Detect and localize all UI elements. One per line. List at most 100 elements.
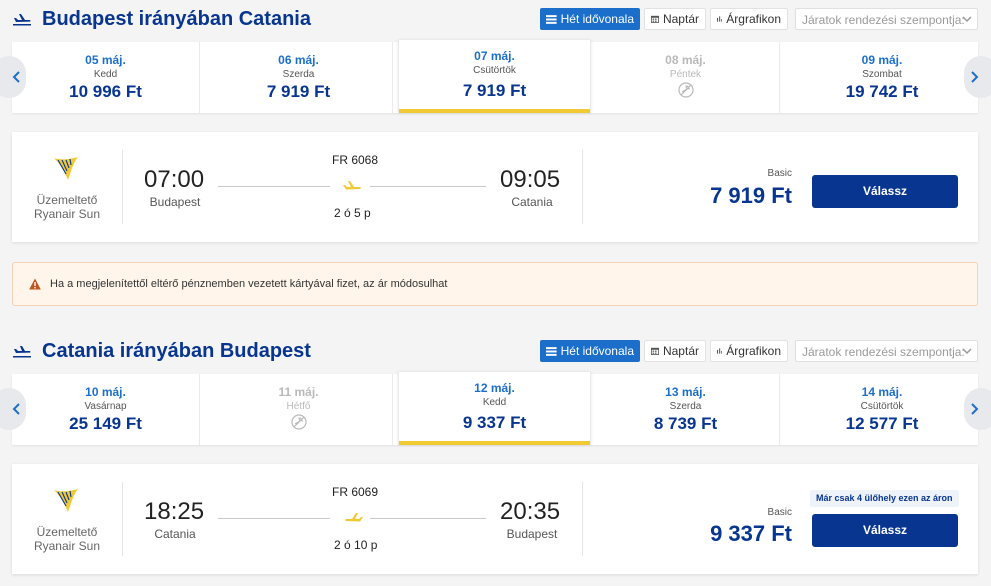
no-flight-icon (290, 414, 307, 430)
fare-price: 7 919 Ft (710, 183, 792, 208)
depart-city: Budapest (149, 195, 201, 209)
sort-placeholder: Járatok rendezési szempontja: (802, 345, 965, 359)
arrive-time: 09:05 (500, 166, 561, 193)
currency-alert: Ha a megjelenítettől eltérő pénznemben v… (12, 262, 978, 306)
chevron-right-icon (971, 71, 979, 83)
date-price: 12 577 Ft (845, 414, 919, 433)
calendar-icon (651, 347, 659, 355)
chevron-left-icon (12, 403, 20, 415)
date-label: 10 máj. (85, 385, 126, 399)
list-icon (546, 347, 557, 356)
date-cell-selected[interactable]: 07 máj. Csütörtök 7 919 Ft (398, 40, 591, 113)
weekday-label: Szombat (862, 69, 902, 80)
sort-placeholder: Járatok rendezési szempontja: (802, 13, 965, 27)
date-price: 10 996 Ft (69, 82, 142, 101)
weekday-label: Szerda (282, 69, 315, 80)
list-icon (546, 15, 557, 24)
inbound-flight-card: Üzemeltető Ryanair Sun 18:25 Catania FR … (12, 464, 978, 574)
calendar-button[interactable]: Naptár (644, 340, 706, 362)
date-cell[interactable]: 05 máj. Kedd 10 996 Ft (12, 42, 200, 113)
ryanair-harp-logo-icon (54, 489, 78, 512)
flight-duration: 2 ó 10 p (334, 538, 378, 552)
date-price: 19 742 Ft (845, 82, 919, 101)
date-label: 13 máj. (665, 385, 706, 399)
date-cell-selected[interactable]: 12 máj. Kedd 9 337 Ft (398, 372, 591, 445)
date-label: 07 máj. (474, 49, 515, 63)
select-flight-button[interactable]: Válassz (812, 175, 958, 208)
outbound-date-strip: 05 máj. Kedd 10 996 Ft 06 máj. Szerda 7 … (0, 40, 991, 113)
next-dates-button[interactable] (964, 388, 991, 430)
weekday-label: Vasárnap (84, 401, 127, 412)
prev-dates-button[interactable] (0, 56, 26, 98)
date-cell[interactable]: 06 máj. Szerda 7 919 Ft (205, 42, 393, 113)
date-label: 08 máj. (665, 53, 706, 67)
fare-price: 9 337 Ft (710, 521, 792, 546)
arrive-city: Budapest (506, 527, 558, 541)
operator-prefix: Üzemeltető (36, 525, 98, 539)
seats-left-badge: Már csak 4 ülőhely ezen az áron (810, 490, 959, 507)
date-label: 14 máj. (861, 385, 903, 399)
inbound-date-strip: 10 máj. Vasárnap 25 149 Ft 11 máj. Hétfő… (0, 372, 991, 445)
selected-indicator (399, 441, 590, 445)
date-label: 06 máj. (278, 53, 319, 67)
weekday-label: Hétfő (286, 401, 311, 412)
date-cell[interactable]: 09 máj. Szombat 19 742 Ft (786, 42, 978, 113)
price-graph-button[interactable]: Árgrafikon (710, 340, 788, 362)
bar-chart-icon (717, 348, 723, 354)
date-price: 25 149 Ft (69, 414, 142, 433)
return-plane-icon (13, 346, 31, 358)
flight-number: FR 6069 (332, 485, 379, 499)
date-label: 12 máj. (474, 381, 515, 395)
outbound-header: Budapest irányában Catania Hét idővonala… (0, 0, 991, 40)
flight-plane-icon (345, 513, 363, 522)
date-cell[interactable]: 14 máj. Csütörtök 12 577 Ft (786, 374, 978, 445)
fare-type: Basic (767, 507, 792, 518)
date-label: 11 máj. (278, 385, 319, 399)
no-flight-icon (677, 82, 694, 98)
bar-chart-icon (717, 16, 723, 22)
flight-duration: 2 ó 5 p (334, 206, 371, 220)
sort-select[interactable]: Járatok rendezési szempontja: (795, 8, 978, 30)
ryanair-harp-logo-icon (54, 157, 78, 180)
fare-type: Basic (767, 168, 792, 179)
divider (122, 150, 123, 224)
next-dates-button[interactable] (964, 56, 991, 98)
depart-city: Catania (154, 527, 196, 541)
calendar-label: Naptár (662, 344, 699, 358)
calendar-button[interactable]: Naptár (644, 8, 706, 30)
weekday-label: Csütörtök (860, 401, 904, 412)
prev-dates-button[interactable] (0, 388, 26, 430)
date-cell[interactable]: 10 máj. Vasárnap 25 149 Ft (12, 374, 200, 445)
warning-icon (29, 278, 41, 290)
divider (582, 482, 583, 556)
alert-text: Ha a megjelenítettől eltérő pénznemben v… (50, 278, 448, 290)
select-flight-button[interactable]: Válassz (812, 514, 958, 547)
operator-prefix: Üzemeltető (36, 193, 98, 207)
weekday-label: Péntek (669, 69, 702, 80)
flight-plane-icon (343, 181, 361, 190)
week-view-button[interactable]: Hét idővonala (540, 340, 640, 362)
sort-select[interactable]: Járatok rendezési szempontja: (795, 340, 978, 362)
inbound-header: Catania irányában Budapest Hét idővonala… (0, 332, 991, 372)
calendar-label: Naptár (662, 12, 699, 26)
arrive-time: 20:35 (500, 498, 561, 525)
chevron-right-icon (971, 403, 979, 415)
date-label: 09 máj. (861, 53, 903, 67)
price-graph-button[interactable]: Árgrafikon (710, 8, 788, 30)
route-line (370, 518, 486, 519)
price-graph-label: Árgrafikon (726, 12, 781, 26)
arrive-city: Catania (511, 195, 553, 209)
week-view-label: Hét idővonala (560, 12, 634, 26)
date-price: 7 919 Ft (266, 82, 331, 101)
price-graph-label: Árgrafikon (726, 344, 781, 358)
week-view-button[interactable]: Hét idővonala (540, 8, 640, 30)
date-cell[interactable]: 13 máj. Szerda 8 739 Ft (592, 374, 780, 445)
calendar-icon (651, 15, 659, 23)
route-line (218, 186, 330, 187)
date-cell-disabled: 08 máj. Péntek (592, 42, 780, 113)
route-line (218, 518, 330, 519)
date-price: 7 919 Ft (462, 81, 527, 100)
outbound-flight-card: Üzemeltető Ryanair Sun 07:00 Budapest FR… (12, 132, 978, 242)
divider (582, 150, 583, 224)
inbound-title: Catania irányában Budapest (42, 340, 311, 362)
